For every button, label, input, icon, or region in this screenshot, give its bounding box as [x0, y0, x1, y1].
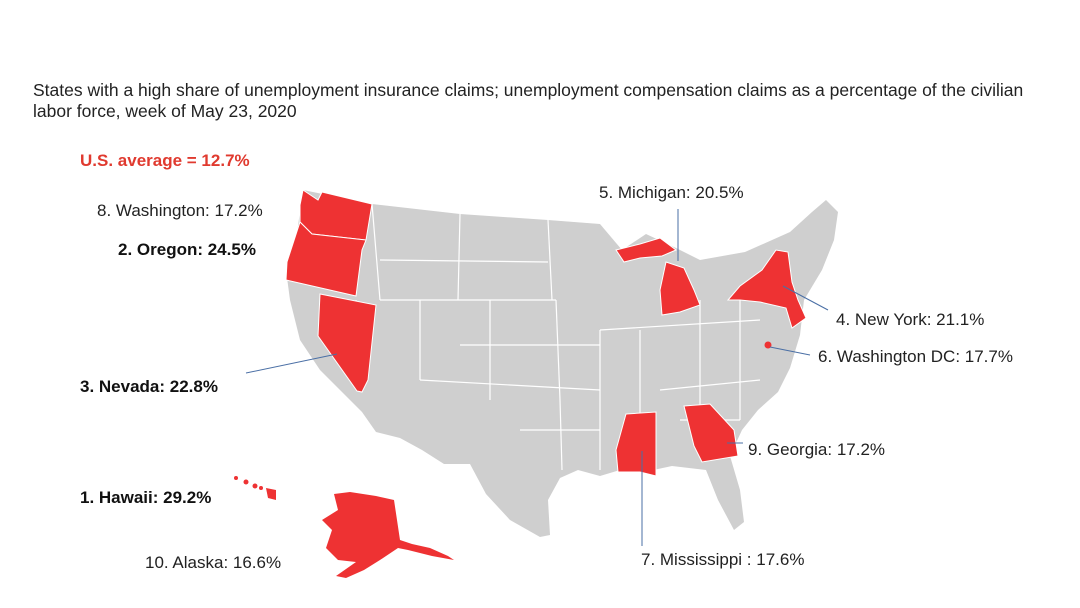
state-hawaii — [234, 476, 276, 500]
state-mississippi — [615, 411, 657, 477]
state-washington-dc — [764, 341, 772, 349]
us-average-label: U.S. average = 12.7% — [80, 151, 250, 170]
label-mississippi: 7. Mississippi : 17.6% — [641, 550, 805, 569]
label-washington: 8. Washington: 17.2% — [97, 201, 263, 220]
leader-nevada — [245, 353, 338, 374]
state-michigan-lower — [659, 261, 701, 316]
label-alaska: 10. Alaska: 16.6% — [145, 553, 282, 572]
label-michigan: 5. Michigan: 20.5% — [599, 183, 744, 202]
state-michigan-upper — [615, 237, 677, 263]
state-new-york — [726, 249, 807, 329]
leader-dc — [769, 346, 811, 356]
label-hawaii: 1. Hawaii: 29.2% — [80, 488, 212, 507]
leader-new-york — [782, 285, 829, 311]
chart-title: States with a high share of unemployment… — [33, 80, 1024, 121]
state-oregon — [285, 221, 367, 297]
state-alaska — [322, 492, 454, 578]
state-nevada — [317, 293, 377, 393]
label-dc: 6. Washington DC: 17.7% — [818, 347, 1013, 366]
state-georgia — [683, 403, 739, 463]
label-oregon: 2. Oregon: 24.5% — [118, 240, 256, 259]
label-new-york: 4. New York: 21.1% — [836, 310, 985, 329]
label-georgia: 9. Georgia: 17.2% — [748, 440, 886, 459]
label-nevada: 3. Nevada: 22.8% — [80, 377, 218, 396]
